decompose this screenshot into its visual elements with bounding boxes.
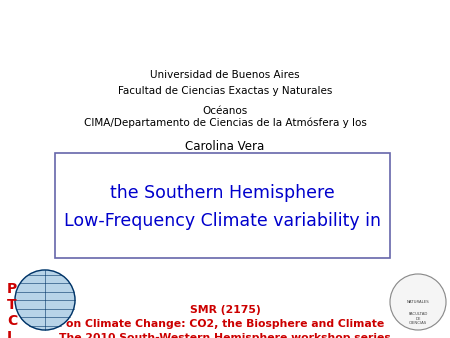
Text: the Southern Hemisphere: the Southern Hemisphere: [110, 185, 335, 202]
Text: Facultad de Ciencias Exactas y Naturales: Facultad de Ciencias Exactas y Naturales: [118, 86, 332, 96]
Text: Carolina Vera: Carolina Vera: [185, 140, 265, 153]
Text: FACULTAD
DE
CIENCIAS: FACULTAD DE CIENCIAS: [408, 312, 428, 325]
Text: Low-Frequency Climate variability in: Low-Frequency Climate variability in: [64, 213, 381, 231]
Text: CIMA/Departamento de Ciencias de la Atmósfera y los: CIMA/Departamento de Ciencias de la Atmó…: [84, 118, 366, 128]
Circle shape: [15, 270, 75, 330]
Text: Universidad de Buenos Aires: Universidad de Buenos Aires: [150, 70, 300, 80]
Text: NATURALES: NATURALES: [407, 300, 429, 304]
Text: SMR (2175): SMR (2175): [189, 305, 261, 315]
FancyBboxPatch shape: [55, 153, 390, 258]
Text: P: P: [7, 282, 17, 296]
Text: The 2010 South-Western Hemisphere workshop series: The 2010 South-Western Hemisphere worksh…: [59, 333, 391, 338]
Text: Océanos: Océanos: [202, 106, 248, 116]
Text: I: I: [7, 330, 12, 338]
Text: on Climate Change: CO2, the Biosphere and Climate: on Climate Change: CO2, the Biosphere an…: [66, 319, 384, 329]
Circle shape: [390, 274, 446, 330]
Text: C: C: [7, 314, 17, 328]
Text: T: T: [7, 298, 17, 312]
